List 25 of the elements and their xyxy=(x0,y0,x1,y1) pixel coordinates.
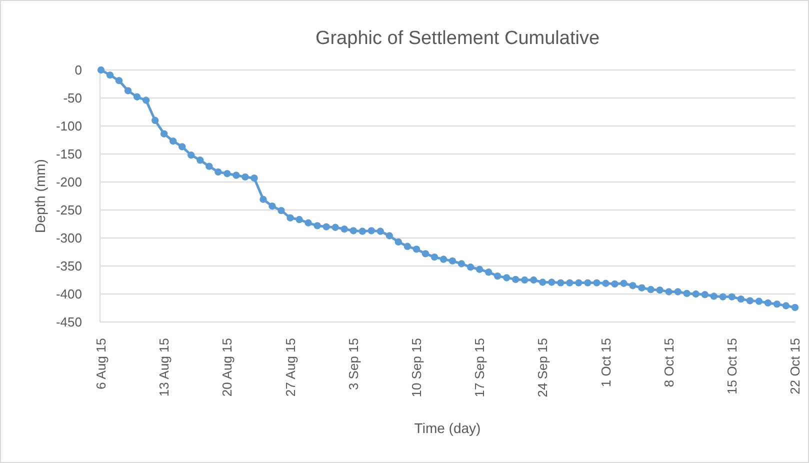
y-tick-label: -400 xyxy=(56,286,82,302)
x-tick-label: 17 Sep 15 xyxy=(472,338,488,398)
x-axis-title: Time (day) xyxy=(414,420,481,436)
y-tick-label: -450 xyxy=(56,314,82,330)
x-tick-label: 27 Aug 15 xyxy=(282,338,298,397)
x-tick-label: 6 Aug 15 xyxy=(94,338,109,390)
x-tick-label: 15 Oct 15 xyxy=(724,338,740,394)
x-tick-label: 1 Oct 15 xyxy=(598,338,614,388)
y-tick-label: -300 xyxy=(56,230,82,246)
x-tick-label: 3 Sep 15 xyxy=(346,338,361,390)
y-axis-title: Depth (mm) xyxy=(32,159,48,233)
y-tick-label: -100 xyxy=(56,118,82,134)
y-tick-label: -200 xyxy=(56,174,82,190)
x-tick-label: 22 Oct 15 xyxy=(788,338,803,394)
x-tick-label: 24 Sep 15 xyxy=(535,338,550,398)
y-tick-label: -50 xyxy=(63,90,82,106)
chart-title: Graphic of Settlement Cumulative xyxy=(315,28,600,49)
x-tick-label: 8 Oct 15 xyxy=(661,338,676,388)
y-tick-label: -250 xyxy=(56,202,82,218)
x-tick-label: 13 Aug 15 xyxy=(156,338,172,397)
y-tick-label: 0 xyxy=(74,62,82,78)
x-tick-label: 20 Aug 15 xyxy=(220,338,235,397)
y-tick-label: -350 xyxy=(56,258,82,274)
x-tick-label: 10 Sep 15 xyxy=(409,338,424,398)
y-tick-label: -150 xyxy=(56,146,82,162)
